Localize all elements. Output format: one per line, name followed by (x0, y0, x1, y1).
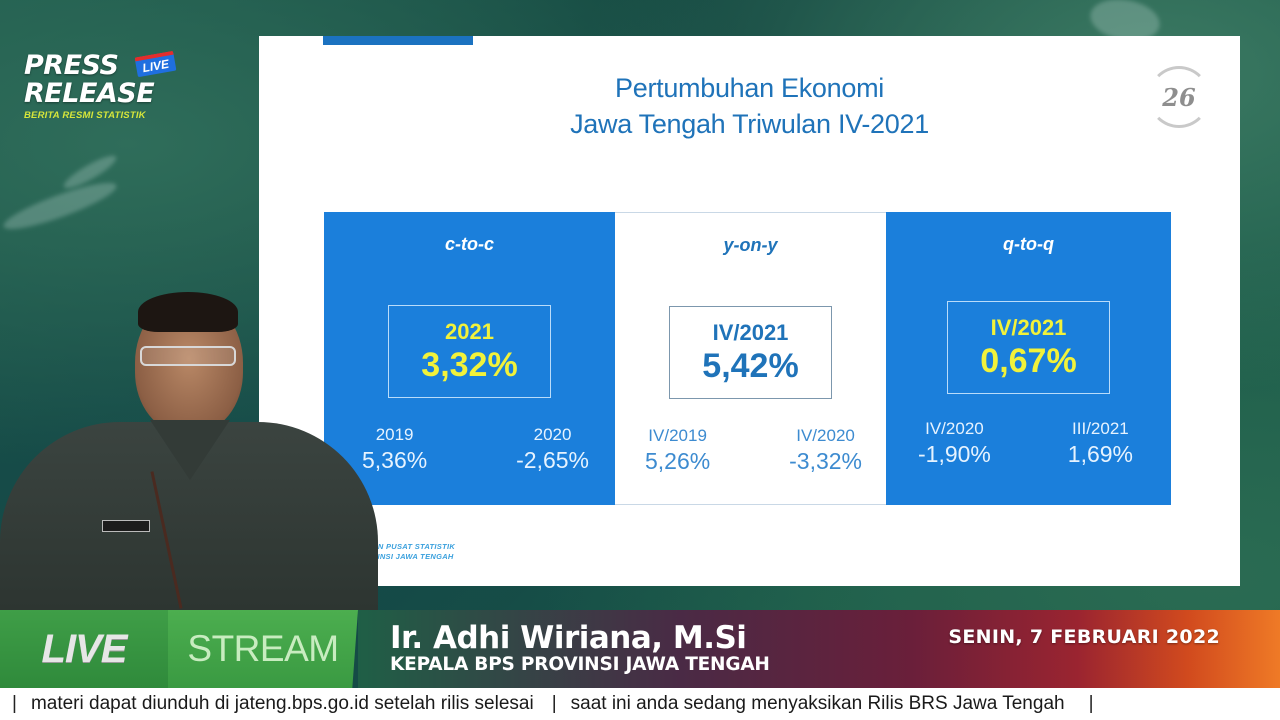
broadcast-date: SENIN, 7 FEBRUARI 2022 (948, 626, 1220, 648)
comparison-item: IV/2020 -3,32% (789, 425, 862, 475)
live-label: LIVE (41, 626, 128, 671)
logo-subtitle: BERITA RESMI STATISTIK (24, 110, 146, 121)
comparison-item: IV/2020 -1,90% (918, 418, 991, 468)
comparison-item: III/2021 1,69% (1068, 418, 1133, 468)
comparison-value: -3,32% (789, 448, 862, 474)
speaker-video (0, 290, 378, 610)
comparison-item: 2019 5,36% (362, 424, 427, 474)
comparison-item: IV/2019 5,26% (645, 425, 710, 475)
comparison-period: III/2021 (1072, 419, 1129, 438)
comparison-period: IV/2020 (925, 419, 984, 438)
speaker-hair (138, 292, 238, 332)
comparison-value: 5,26% (645, 448, 711, 474)
panel-label: q-to-q (1003, 234, 1054, 254)
main-value: 3,32% (421, 345, 518, 384)
growth-panels: c-to-c 2021 3,32% 2019 5,36% 2020 -2,65%… (324, 212, 1171, 505)
comparison-item: 2020 -2,65% (516, 424, 589, 474)
ticker-separator: | (12, 693, 17, 714)
main-period: 2021 (445, 318, 494, 344)
ticker-item: materi dapat diunduh di jateng.bps.go.id… (30, 693, 534, 714)
comparison-value: -1,90% (918, 441, 991, 467)
speaker-glasses (140, 346, 236, 366)
comparison-period: IV/2020 (796, 426, 855, 445)
background-wave (0, 175, 121, 237)
comparison-row: 2019 5,36% 2020 -2,65% (324, 424, 615, 474)
footer-org-line1: BADAN PUSAT STATISTIK (355, 542, 456, 551)
main-period: IV/2021 (990, 314, 1067, 340)
press-release-logo: PRESS RELEASE LIVE BERITA RESMI STATISTI… (24, 50, 194, 121)
lower-third: LIVE STREAM Ir. Adhi Wiriana, M.Si KEPAL… (0, 610, 1280, 688)
comparison-value: -2,65% (516, 447, 589, 473)
footer-org-line2: PROVINSI JAWA TENGAH (355, 552, 454, 561)
main-period: IV/2021 (712, 319, 789, 345)
main-value-box: IV/2021 5,42% (669, 306, 832, 399)
main-value-box: IV/2021 0,67% (947, 301, 1110, 394)
ticker-item: saat ini anda sedang menyaksikan Rilis B… (570, 693, 1065, 714)
news-ticker: | materi dapat diunduh di jateng.bps.go.… (0, 688, 1280, 720)
anniversary-badge-icon: 26 (1148, 66, 1210, 128)
speaker-nametag (102, 520, 150, 532)
panel-y-on-y: y-on-y IV/2021 5,42% IV/2019 5,26% IV/20… (615, 212, 886, 505)
main-value: 5,42% (702, 346, 799, 385)
logo-press-text: PRESS (24, 50, 119, 81)
main-value: 0,67% (980, 341, 1077, 380)
ticker-separator: | (551, 693, 557, 714)
panel-label: y-on-y (723, 235, 778, 255)
slide-accent-bar (323, 36, 473, 45)
logo-release-text: RELEASE (24, 78, 155, 109)
slide-footer-org: BADAN PUSAT STATISTIK PROVINSI JAWA TENG… (355, 542, 455, 562)
panel-label: c-to-c (445, 234, 494, 254)
stream-segment: STREAM (168, 610, 358, 688)
presentation-slide: Pertumbuhan Ekonomi Jawa Tengah Triwulan… (259, 36, 1240, 586)
panel-c-to-c: c-to-c 2021 3,32% 2019 5,36% 2020 -2,65% (324, 212, 615, 505)
comparison-period: IV/2019 (648, 426, 707, 445)
panel-q-to-q: q-to-q IV/2021 0,67% IV/2020 -1,90% III/… (886, 212, 1171, 505)
ticker-separator: | (1088, 693, 1094, 714)
speaker-role: KEPALA BPS PROVINSI JAWA TENGAH (390, 654, 770, 675)
stream-label: STREAM (187, 628, 339, 669)
comparison-row: IV/2020 -1,90% III/2021 1,69% (886, 418, 1171, 468)
comparison-value: 1,69% (1067, 441, 1133, 467)
comparison-row: IV/2019 5,26% IV/2020 -3,32% (615, 425, 886, 475)
comparison-period: 2020 (533, 425, 572, 444)
slide-title-line1: Pertumbuhan Ekonomi (615, 73, 884, 103)
slide-title: Pertumbuhan Ekonomi Jawa Tengah Triwulan… (259, 70, 1240, 142)
slide-title-line2: Jawa Tengah Triwulan IV-2021 (570, 109, 929, 139)
comparison-period: 2019 (375, 425, 414, 444)
comparison-value: 5,36% (362, 447, 428, 473)
main-value-box: 2021 3,32% (388, 305, 551, 398)
speaker-name: Ir. Adhi Wiriana, M.Si (390, 620, 747, 656)
live-segment: LIVE (0, 610, 168, 688)
speaker-caption: Ir. Adhi Wiriana, M.Si KEPALA BPS PROVIN… (358, 610, 1280, 688)
